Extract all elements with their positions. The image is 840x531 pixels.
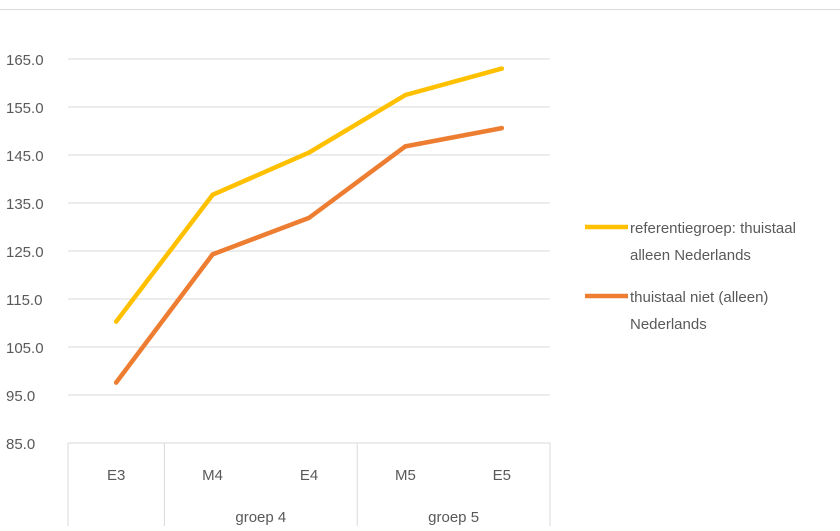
y-tick-label: 105.0	[6, 340, 44, 357]
legend-label-2: Nederlands	[630, 316, 707, 333]
x-tick-label: M5	[395, 467, 416, 484]
y-tick-label: 165.0	[6, 52, 44, 69]
x-tick-label: E3	[107, 467, 125, 484]
data-point	[210, 192, 215, 198]
y-tick-label: 125.0	[6, 244, 44, 261]
series-line-2	[113, 125, 505, 385]
x-tick-label: E5	[493, 467, 511, 484]
x-tick-label: M4	[202, 467, 223, 484]
y-tick-label: 115.0	[6, 292, 42, 309]
data-point	[306, 215, 312, 221]
y-tick-label: 145.0	[6, 148, 44, 165]
legend-label-2: thuistaal niet (alleen)	[630, 289, 768, 306]
y-tick-label: 135.0	[6, 196, 44, 213]
data-point	[114, 319, 119, 324]
x-tick-label: E4	[300, 467, 318, 484]
data-point	[403, 144, 408, 149]
data-point	[403, 92, 408, 98]
group-label: groep 4	[235, 509, 286, 526]
y-tick-label: 85.0	[6, 436, 35, 453]
legend-label-1: alleen Nederlands	[630, 247, 751, 264]
data-point	[210, 252, 215, 257]
group-label: groep 5	[428, 509, 479, 526]
y-tick-label: 95.0	[6, 388, 35, 405]
y-tick-label: 155.0	[6, 100, 44, 117]
legend-label-1: referentiegroep: thuistaal	[630, 220, 796, 237]
data-point	[499, 66, 504, 71]
chart-top-border	[0, 9, 840, 10]
data-point	[499, 125, 504, 131]
data-point	[114, 380, 119, 385]
data-point	[306, 150, 312, 155]
